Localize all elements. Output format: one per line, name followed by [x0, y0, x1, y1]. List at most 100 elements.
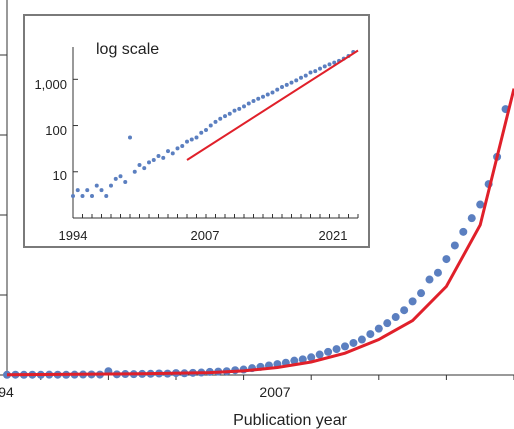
inset-point-26 — [194, 135, 199, 140]
inset-point-52 — [318, 66, 322, 71]
main-point-52 — [442, 255, 451, 264]
inset-point-48 — [299, 75, 303, 80]
main-point-45 — [383, 319, 392, 328]
main-point-56 — [476, 200, 485, 209]
main-point-55 — [467, 214, 476, 223]
inset-point-9 — [113, 176, 118, 181]
main-x-tick-label-1: 2007 — [259, 384, 290, 400]
inset-point-33 — [227, 111, 232, 116]
inset-point-29 — [208, 123, 213, 128]
inset-point-16 — [147, 160, 151, 165]
main-point-35 — [298, 355, 307, 364]
inset-point-40 — [261, 94, 265, 99]
inset-point-4 — [90, 193, 94, 198]
inset-point-55 — [332, 60, 337, 65]
inset-point-2 — [80, 193, 85, 198]
main-x-axis-label: Publication year — [233, 412, 348, 429]
inset-point-39 — [256, 96, 261, 101]
inset-point-18 — [156, 153, 161, 158]
inset-point-35 — [237, 106, 242, 111]
inset-point-45 — [284, 82, 289, 87]
inset-chart: log scale 10 100 1,000 1994 2007 2021 — [23, 14, 370, 248]
inset-point-50 — [308, 70, 313, 75]
main-point-54 — [459, 227, 468, 236]
main-point-44 — [374, 324, 383, 333]
inset-point-23 — [180, 144, 185, 149]
inset-point-22 — [175, 146, 180, 151]
inset-point-42 — [270, 90, 275, 95]
main-point-36 — [307, 353, 316, 362]
main-point-53 — [450, 241, 459, 250]
main-x-tick-label-0: 94 — [0, 384, 14, 400]
inset-point-15 — [142, 166, 147, 171]
inset-point-28 — [204, 128, 208, 133]
inset-point-10 — [118, 174, 123, 179]
inset-point-27 — [199, 130, 204, 135]
inset-point-11 — [123, 180, 128, 185]
inset-point-24 — [185, 139, 189, 144]
inset-point-5 — [94, 183, 99, 188]
inset-point-54 — [327, 62, 332, 67]
main-point-46 — [391, 313, 400, 322]
inset-scale-annotation: log scale — [96, 41, 159, 58]
main-y-ticks — [0, 54, 7, 296]
main-point-51 — [433, 268, 442, 277]
inset-point-30 — [213, 119, 218, 124]
inset-point-1 — [75, 188, 80, 193]
main-point-43 — [366, 330, 375, 339]
main-point-34 — [290, 356, 299, 365]
main-point-41 — [349, 338, 358, 347]
main-x-ticks — [40, 375, 514, 380]
inset-point-31 — [218, 116, 223, 121]
inset-point-53 — [322, 64, 327, 69]
inset-y-tick-label-1: 100 — [45, 123, 67, 138]
inset-point-43 — [275, 87, 280, 92]
main-point-42 — [357, 335, 366, 344]
inset-point-36 — [242, 104, 246, 109]
inset-point-47 — [294, 78, 299, 83]
inset-point-8 — [109, 183, 113, 188]
inset-point-46 — [289, 80, 294, 85]
main-point-0 — [3, 370, 11, 379]
inset-y-tick-label-2: 1,000 — [34, 77, 67, 92]
inset-point-21 — [170, 151, 175, 156]
inset-y-ticks — [73, 78, 78, 173]
inset-point-51 — [313, 69, 318, 74]
main-point-39 — [332, 345, 341, 354]
inset-point-38 — [251, 98, 256, 103]
inset-x-ticks — [72, 214, 359, 218]
inset-x-tick-label-1: 2007 — [191, 228, 220, 243]
inset-point-7 — [104, 193, 109, 198]
main-point-48 — [408, 297, 417, 306]
inset-point-0 — [71, 193, 75, 198]
main-point-50 — [425, 275, 434, 284]
main-point-38 — [324, 347, 333, 356]
inset-y-tick-label-0: 10 — [53, 168, 67, 183]
inset-point-20 — [166, 149, 170, 154]
inset-point-44 — [280, 85, 284, 90]
inset-point-49 — [303, 73, 308, 78]
inset-point-13 — [132, 169, 137, 174]
inset-fit-line — [186, 49, 359, 161]
inset-point-3 — [85, 188, 90, 193]
inset-frame — [23, 14, 370, 248]
inset-point-25 — [189, 137, 194, 142]
main-fit-line — [6, 88, 514, 377]
main-point-40 — [341, 342, 349, 351]
inset-point-14 — [137, 163, 142, 168]
main-point-49 — [417, 289, 426, 298]
inset-point-6 — [99, 188, 104, 193]
inset-point-34 — [232, 108, 237, 113]
main-point-47 — [400, 306, 409, 315]
inset-point-37 — [246, 101, 251, 106]
inset-point-19 — [161, 155, 166, 160]
inset-point-32 — [223, 114, 227, 119]
inset-x-tick-label-2: 2021 — [319, 228, 348, 243]
inset-point-12 — [128, 135, 132, 140]
main-point-37 — [315, 350, 324, 359]
main-points — [3, 105, 510, 379]
inset-x-tick-label-0: 1994 — [59, 228, 88, 243]
inset-point-41 — [265, 92, 270, 97]
inset-point-17 — [151, 157, 156, 162]
